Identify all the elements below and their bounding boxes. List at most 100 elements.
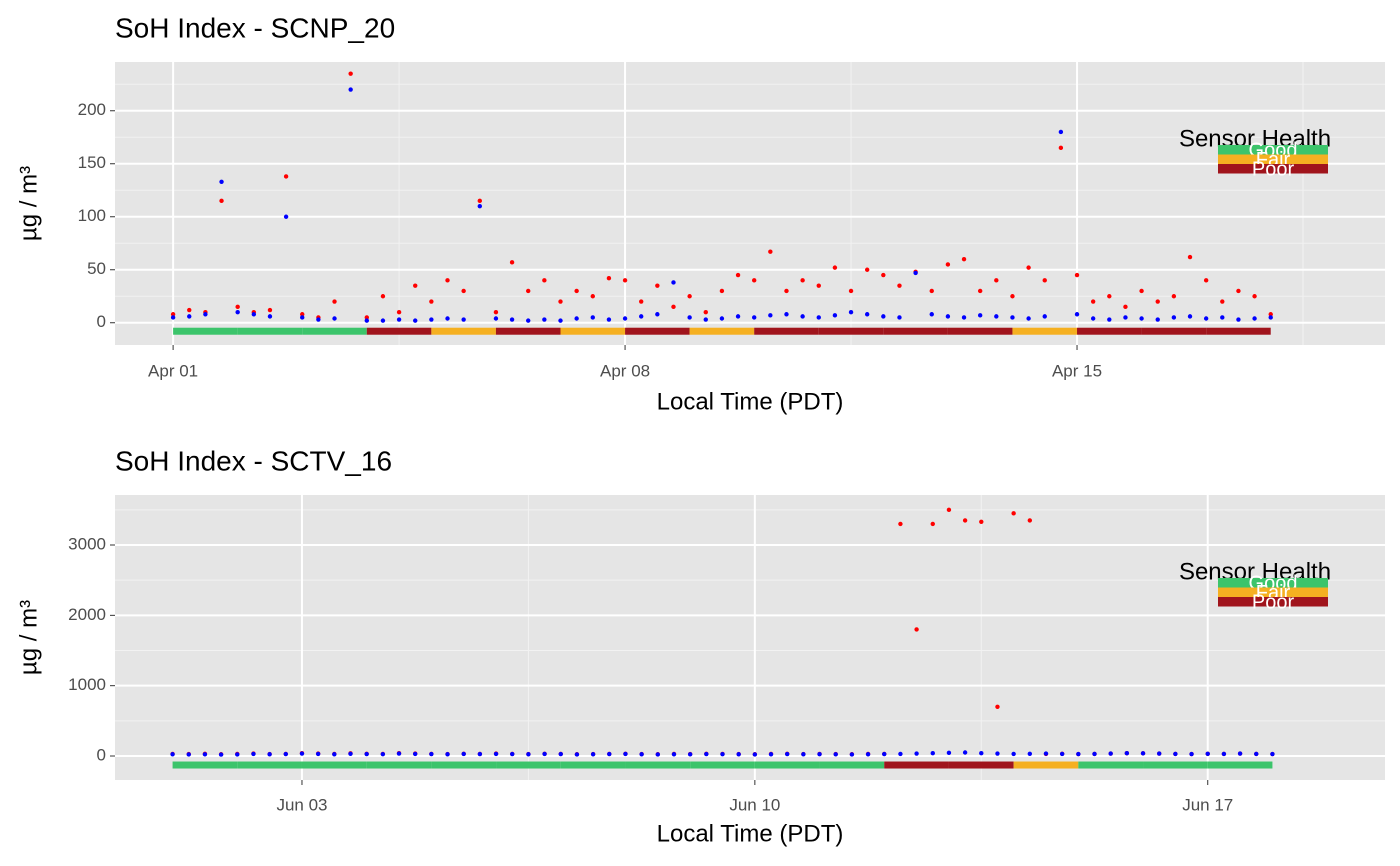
point [995, 751, 1000, 756]
point [364, 318, 370, 323]
point [897, 283, 902, 288]
point [864, 267, 870, 272]
point [1026, 265, 1031, 270]
point [1076, 751, 1081, 757]
point [413, 318, 418, 323]
point [1203, 278, 1209, 283]
point [655, 312, 660, 317]
point [429, 751, 434, 757]
y-tick-label: 0 [97, 312, 106, 331]
point [785, 751, 790, 757]
health-segment [1207, 761, 1273, 769]
y-tick-label: 50 [87, 259, 106, 278]
point [768, 752, 774, 757]
y-tick-label: 100 [78, 206, 106, 225]
point [267, 314, 273, 319]
series [170, 71, 1273, 320]
legend-key [1218, 145, 1328, 155]
health-segment [818, 327, 884, 335]
point [542, 317, 547, 322]
point [719, 288, 725, 294]
x-tick-label: Apr 01 [148, 361, 198, 380]
point [639, 314, 644, 319]
point [687, 752, 693, 757]
point [283, 751, 288, 757]
point [461, 751, 466, 757]
point [1139, 316, 1144, 321]
point [380, 751, 386, 757]
point [526, 318, 531, 323]
point [574, 316, 579, 321]
point [639, 299, 644, 304]
health-segment [1206, 327, 1271, 335]
point [816, 283, 821, 288]
point [655, 283, 660, 288]
point [510, 751, 515, 757]
point [267, 752, 272, 757]
point [526, 752, 531, 757]
point [945, 314, 951, 319]
point [735, 272, 741, 278]
point [930, 751, 935, 756]
health-segment [754, 327, 819, 335]
point [1203, 316, 1209, 321]
legend-key [1218, 154, 1328, 164]
point [1155, 317, 1160, 322]
point [687, 315, 692, 320]
y-tick-label: 3000 [68, 534, 106, 553]
point [219, 198, 224, 204]
point [961, 256, 967, 262]
y-tick-label: 0 [97, 745, 106, 764]
point [606, 276, 612, 281]
point [170, 312, 176, 317]
point [1042, 314, 1047, 319]
point [800, 278, 805, 283]
point [1268, 312, 1273, 317]
point [590, 294, 595, 299]
health-segment [172, 761, 238, 769]
point [574, 288, 579, 294]
point [590, 752, 596, 757]
health-segment [625, 761, 691, 769]
x-tick-label: Apr 15 [1052, 361, 1102, 380]
point [493, 751, 499, 757]
point [1107, 294, 1112, 299]
point [332, 299, 337, 304]
y-axis-label: µg / m³ [15, 600, 42, 675]
health-segment [754, 761, 820, 769]
point [1074, 272, 1080, 278]
point [348, 87, 353, 92]
health-segment [495, 327, 561, 335]
point [219, 179, 224, 184]
health-segment [819, 761, 885, 769]
point [704, 751, 709, 757]
point [1027, 751, 1033, 756]
point [1173, 751, 1178, 757]
point [1220, 299, 1225, 304]
point [1027, 518, 1033, 523]
legend-key [1218, 587, 1328, 597]
point [1220, 315, 1225, 320]
point [1010, 294, 1015, 299]
point [461, 317, 466, 322]
point [995, 704, 1000, 709]
point [1090, 316, 1096, 321]
point [413, 283, 418, 288]
point [848, 288, 854, 294]
point [898, 521, 903, 527]
point [542, 751, 547, 757]
point [1123, 315, 1128, 320]
point [186, 752, 191, 757]
point [1171, 315, 1177, 320]
point [187, 307, 192, 313]
point [1123, 304, 1128, 310]
point [509, 260, 515, 265]
point [622, 278, 628, 283]
series [170, 87, 1273, 323]
point [574, 752, 580, 757]
point [283, 214, 289, 219]
point [848, 309, 854, 315]
health-segment [237, 761, 302, 769]
point [380, 294, 386, 299]
point [203, 312, 208, 317]
